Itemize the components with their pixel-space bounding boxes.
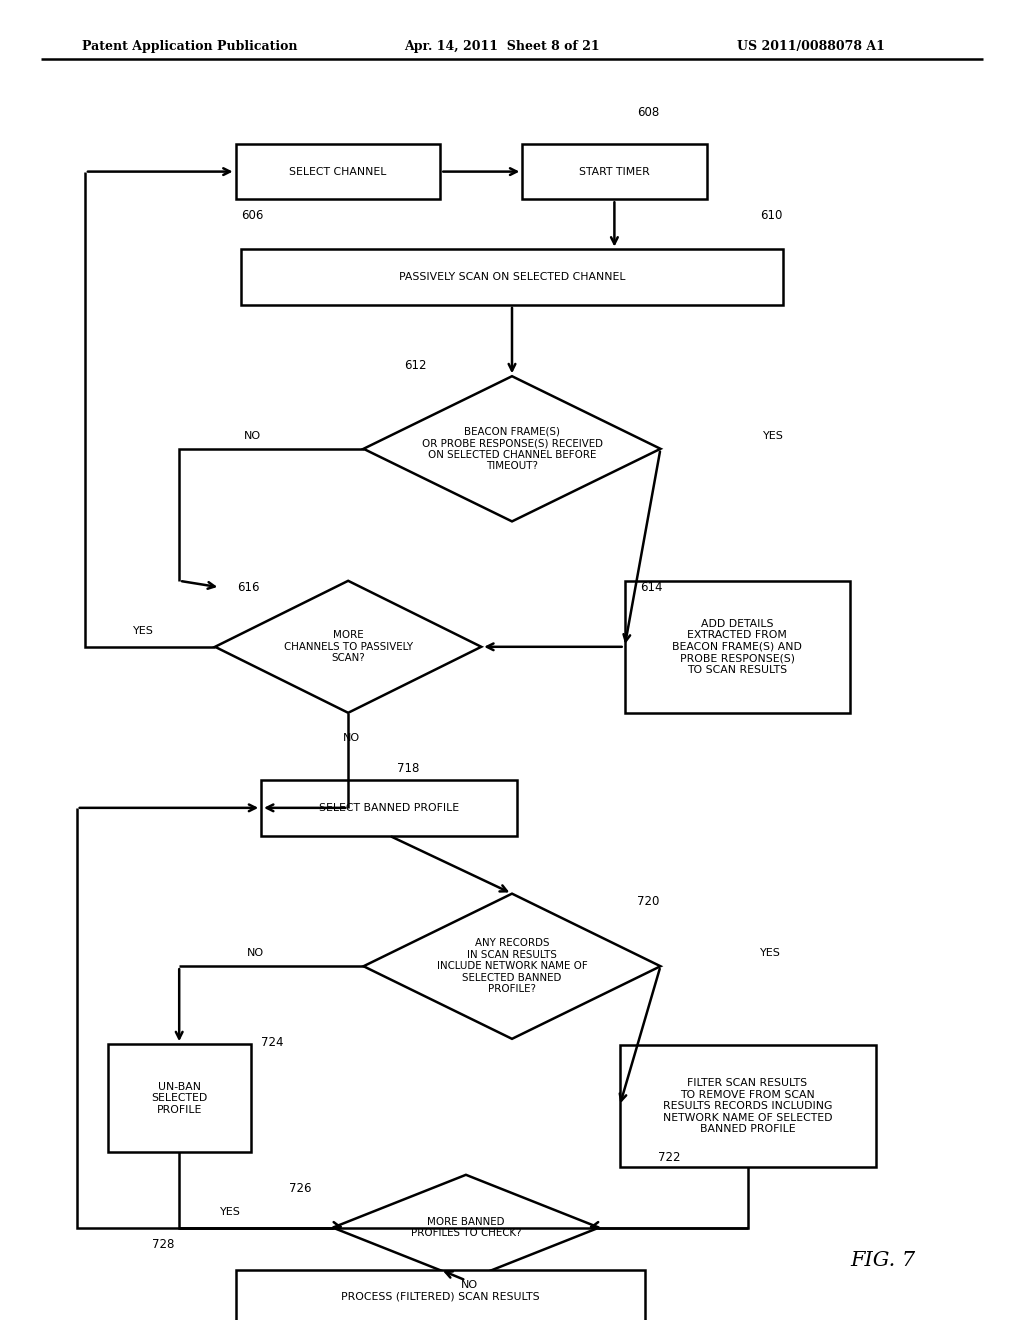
Text: MORE BANNED
PROFILES TO CHECK?: MORE BANNED PROFILES TO CHECK? bbox=[411, 1217, 521, 1238]
Text: YES: YES bbox=[760, 948, 780, 958]
Text: 720: 720 bbox=[637, 895, 659, 908]
Polygon shape bbox=[215, 581, 481, 713]
Text: 726: 726 bbox=[289, 1181, 311, 1195]
Text: NO: NO bbox=[343, 733, 360, 743]
Polygon shape bbox=[364, 376, 660, 521]
Text: NO: NO bbox=[247, 948, 264, 958]
Bar bbox=[236, 1270, 645, 1320]
Text: 608: 608 bbox=[637, 106, 659, 119]
Bar bbox=[108, 1044, 251, 1152]
Bar bbox=[522, 144, 707, 199]
Text: 610: 610 bbox=[760, 209, 782, 222]
Text: PROCESS (FILTERED) SCAN RESULTS: PROCESS (FILTERED) SCAN RESULTS bbox=[341, 1291, 540, 1302]
Text: 614: 614 bbox=[640, 581, 663, 594]
Text: BEACON FRAME(S)
OR PROBE RESPONSE(S) RECEIVED
ON SELECTED CHANNEL BEFORE
TIMEOUT: BEACON FRAME(S) OR PROBE RESPONSE(S) REC… bbox=[422, 426, 602, 471]
Text: FILTER SCAN RESULTS
TO REMOVE FROM SCAN
RESULTS RECORDS INCLUDING
NETWORK NAME O: FILTER SCAN RESULTS TO REMOVE FROM SCAN … bbox=[663, 1078, 833, 1134]
Bar bbox=[241, 249, 783, 305]
Bar bbox=[620, 1045, 876, 1167]
Bar bbox=[236, 144, 440, 199]
Bar bbox=[261, 780, 517, 836]
Bar bbox=[625, 581, 850, 713]
Text: ADD DETAILS
EXTRACTED FROM
BEACON FRAME(S) AND
PROBE RESPONSE(S)
TO SCAN RESULTS: ADD DETAILS EXTRACTED FROM BEACON FRAME(… bbox=[673, 619, 802, 675]
Text: 722: 722 bbox=[658, 1151, 681, 1164]
Text: MORE
CHANNELS TO PASSIVELY
SCAN?: MORE CHANNELS TO PASSIVELY SCAN? bbox=[284, 630, 413, 664]
Text: US 2011/0088078 A1: US 2011/0088078 A1 bbox=[737, 40, 885, 53]
Text: PASSIVELY SCAN ON SELECTED CHANNEL: PASSIVELY SCAN ON SELECTED CHANNEL bbox=[398, 272, 626, 282]
Polygon shape bbox=[364, 894, 660, 1039]
Text: SELECT BANNED PROFILE: SELECT BANNED PROFILE bbox=[319, 803, 459, 813]
Polygon shape bbox=[333, 1175, 599, 1280]
Text: ANY RECORDS
IN SCAN RESULTS
INCLUDE NETWORK NAME OF
SELECTED BANNED
PROFILE?: ANY RECORDS IN SCAN RESULTS INCLUDE NETW… bbox=[436, 939, 588, 994]
Text: 612: 612 bbox=[404, 359, 427, 372]
Text: YES: YES bbox=[763, 430, 783, 441]
Text: YES: YES bbox=[220, 1206, 241, 1217]
Text: 616: 616 bbox=[238, 581, 260, 594]
Text: START TIMER: START TIMER bbox=[579, 166, 650, 177]
Text: UN-BAN
SELECTED
PROFILE: UN-BAN SELECTED PROFILE bbox=[152, 1081, 207, 1115]
Text: FIG. 7: FIG. 7 bbox=[850, 1251, 915, 1270]
Text: 728: 728 bbox=[152, 1238, 174, 1251]
Text: 718: 718 bbox=[397, 762, 420, 775]
Text: 724: 724 bbox=[261, 1036, 284, 1049]
Text: NO: NO bbox=[461, 1280, 477, 1291]
Text: Patent Application Publication: Patent Application Publication bbox=[82, 40, 297, 53]
Text: Apr. 14, 2011  Sheet 8 of 21: Apr. 14, 2011 Sheet 8 of 21 bbox=[404, 40, 600, 53]
Text: 606: 606 bbox=[241, 209, 263, 222]
Text: YES: YES bbox=[133, 626, 154, 636]
Text: NO: NO bbox=[244, 430, 261, 441]
Text: SELECT CHANNEL: SELECT CHANNEL bbox=[289, 166, 387, 177]
